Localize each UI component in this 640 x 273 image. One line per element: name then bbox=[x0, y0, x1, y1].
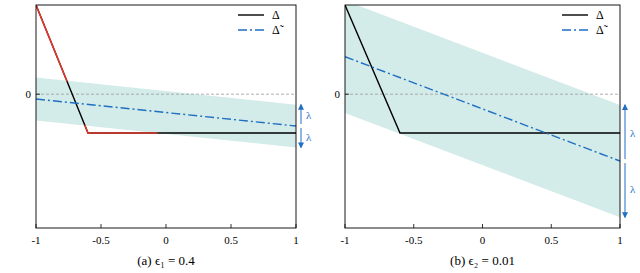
x-tick bbox=[482, 224, 483, 228]
outside-band bbox=[36, 5, 67, 81]
series-line bbox=[36, 5, 296, 133]
x-tick-label: 0 bbox=[163, 234, 169, 246]
x-tick bbox=[231, 224, 232, 228]
x-tick bbox=[101, 224, 102, 228]
grid-line bbox=[345, 94, 620, 95]
series-line bbox=[345, 5, 620, 133]
legend: ΔΔ̃ bbox=[562, 8, 608, 37]
caption: (b) ϵ₂ = 0.01 bbox=[450, 253, 515, 268]
frame bbox=[345, 5, 620, 228]
band-label: λ bbox=[306, 131, 312, 143]
band-label: λ bbox=[306, 109, 312, 121]
legend-label: Δ̃ bbox=[272, 23, 284, 37]
x-tick-label: 1 bbox=[617, 234, 623, 246]
x-tick bbox=[551, 224, 552, 228]
outside-band bbox=[88, 132, 157, 134]
x-tick bbox=[413, 224, 414, 228]
x-tick bbox=[166, 224, 167, 228]
panel: -1 -0.5 0 0.5 1 0 λλ ΔΔ̃ (a) ϵ₁ = 0.4 bbox=[26, 5, 313, 268]
legend-label: Δ̃ bbox=[596, 23, 608, 37]
plot-area bbox=[36, 5, 296, 147]
caption: (a) ϵ₁ = 0.4 bbox=[137, 253, 195, 268]
legend-swatch bbox=[562, 14, 588, 15]
x-tick-label: -1 bbox=[340, 234, 349, 246]
x-tick bbox=[36, 224, 37, 228]
legend-swatch bbox=[562, 29, 588, 30]
y-tick bbox=[345, 94, 349, 95]
x-tick-label: 0.5 bbox=[224, 234, 238, 246]
x-tick-label: -0.5 bbox=[405, 234, 423, 246]
band-label: λ bbox=[630, 183, 636, 195]
x-tick bbox=[620, 224, 621, 228]
y-tick-label: 0 bbox=[26, 88, 32, 100]
y-tick-label: 0 bbox=[335, 88, 341, 100]
x-tick-label: 1 bbox=[293, 234, 299, 246]
band-arrow bbox=[301, 128, 302, 147]
series-line bbox=[36, 99, 296, 126]
legend: ΔΔ̃ bbox=[238, 8, 284, 37]
band-label: λ bbox=[630, 127, 636, 139]
band bbox=[36, 78, 296, 148]
band-arrow bbox=[625, 105, 626, 159]
x-tick-label: -1 bbox=[31, 234, 40, 246]
figure: -1-0.500.510λλΔΔ̃(a) ϵ₁ = 0.4-1-0.500.51… bbox=[0, 0, 640, 273]
band-arrow bbox=[625, 163, 626, 217]
grid-line bbox=[36, 94, 296, 95]
x-tick bbox=[296, 224, 297, 228]
legend-label: Δ bbox=[272, 8, 280, 22]
series-line bbox=[345, 57, 620, 161]
legend-swatch bbox=[238, 29, 264, 30]
legend-label: Δ bbox=[596, 8, 604, 22]
frame bbox=[36, 5, 296, 228]
chart-svg: -1-0.500.510λλΔΔ̃(a) ϵ₁ = 0.4-1-0.500.51… bbox=[0, 0, 640, 273]
x-tick-label: -0.5 bbox=[92, 234, 110, 246]
band-arrow bbox=[301, 105, 302, 124]
x-tick bbox=[345, 224, 346, 228]
plot-area bbox=[345, 5, 620, 217]
band bbox=[345, 5, 620, 217]
x-tick-label: 0 bbox=[480, 234, 486, 246]
legend-swatch bbox=[238, 14, 264, 15]
panel: -1 -0.5 0 0.5 1 0 λ λ ΔΔ̃ (b) ϵ₂ = 0.01 bbox=[335, 1, 637, 268]
y-tick bbox=[36, 94, 40, 95]
outside-band bbox=[85, 126, 88, 133]
x-tick-label: 0.5 bbox=[544, 234, 558, 246]
